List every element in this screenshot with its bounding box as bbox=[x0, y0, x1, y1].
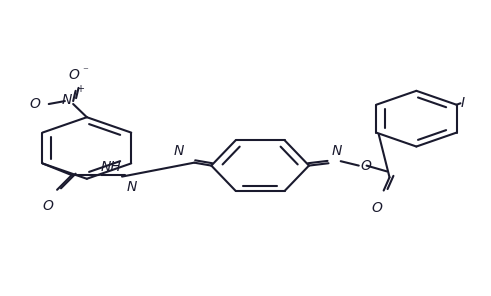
Text: N: N bbox=[332, 144, 342, 158]
Text: ⁻: ⁻ bbox=[82, 66, 88, 76]
Text: N: N bbox=[62, 93, 73, 107]
Text: NH: NH bbox=[101, 160, 122, 174]
Text: O: O bbox=[43, 199, 54, 213]
Text: O: O bbox=[372, 201, 383, 215]
Text: +: + bbox=[76, 84, 84, 94]
Text: O: O bbox=[68, 68, 79, 82]
Text: O: O bbox=[360, 159, 371, 173]
Text: N: N bbox=[126, 179, 137, 194]
Text: I: I bbox=[461, 96, 464, 110]
Text: O: O bbox=[29, 97, 40, 111]
Text: N: N bbox=[174, 144, 185, 158]
